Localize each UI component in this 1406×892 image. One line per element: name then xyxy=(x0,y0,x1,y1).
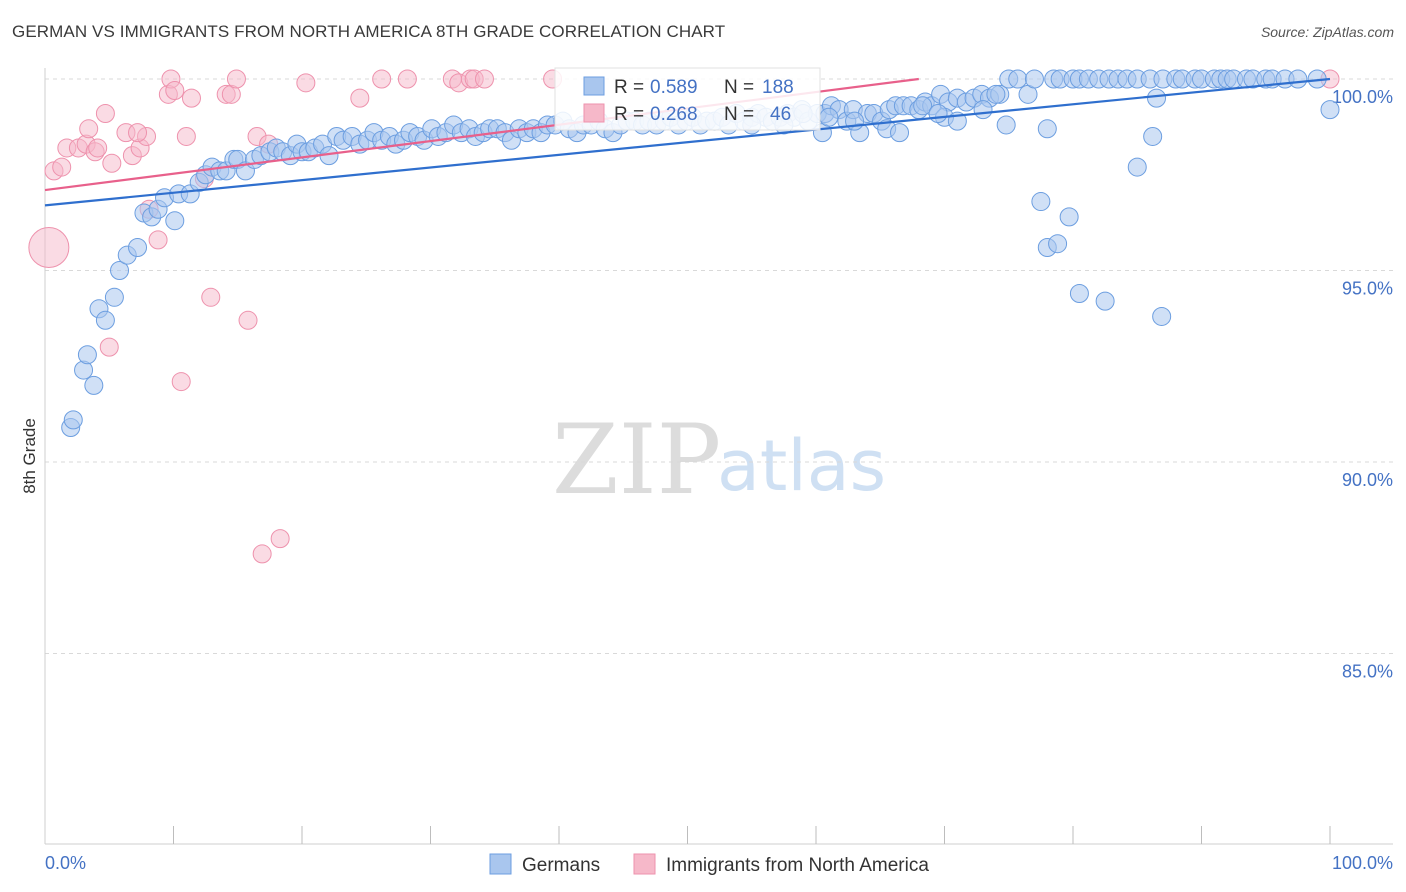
germans-point xyxy=(165,211,185,231)
gridlines xyxy=(45,78,1393,654)
y-axis-label: 8th Grade xyxy=(20,418,39,494)
germans-point xyxy=(1031,192,1051,212)
immigrants-point xyxy=(148,230,168,250)
legend-r-label-germans: R = xyxy=(614,77,644,98)
y-tick-label: 85.0% xyxy=(1342,662,1393,682)
y-tick-label: 95.0% xyxy=(1342,279,1393,299)
legend-r-value-germans: 0.589 xyxy=(650,77,698,98)
germans-point xyxy=(95,310,115,330)
legend-r-label-immigrants: R = xyxy=(614,104,644,125)
germans-point xyxy=(1127,157,1147,177)
bottom-legend-label-germans: Germans xyxy=(522,855,600,876)
germans-point xyxy=(819,107,839,127)
y-tick-labels: 85.0% 90.0% 95.0% 100.0% xyxy=(1332,87,1393,682)
germans-point xyxy=(986,84,1006,104)
legend-n-label-immigrants: N = xyxy=(724,104,754,125)
immigrants-point xyxy=(102,153,122,173)
legend-n-label-germans: N = xyxy=(724,77,754,98)
germans-point xyxy=(1059,207,1079,227)
x-tick-label-max: 100.0% xyxy=(1332,853,1393,873)
germans-point xyxy=(913,96,933,116)
series-immigrants-points xyxy=(28,69,1340,564)
immigrants-point xyxy=(176,126,196,146)
immigrants-point xyxy=(270,529,290,549)
immigrants-point xyxy=(226,69,246,89)
germans-trendline xyxy=(44,77,1331,207)
watermark-zip: ZIP xyxy=(552,404,721,516)
y-tick-label: 100.0% xyxy=(1332,87,1393,107)
germans-point xyxy=(128,238,148,258)
stats-legend: R = 0.589 N = 188 R = 0.268 N = 46 xyxy=(554,67,821,131)
legend-r-value-immigrants: 0.268 xyxy=(650,104,698,125)
immigrants-point xyxy=(128,123,148,143)
legend-swatch-germans xyxy=(583,76,605,96)
immigrants-point xyxy=(296,73,316,93)
germans-point xyxy=(1095,291,1115,311)
chart-title: GERMAN VS IMMIGRANTS FROM NORTH AMERICA … xyxy=(12,22,726,41)
x-tick-label-min: 0.0% xyxy=(45,853,86,873)
germans-point xyxy=(1288,69,1308,89)
bottom-legend-swatch-germans xyxy=(489,853,512,875)
germans-point xyxy=(84,375,104,395)
germans-point xyxy=(110,261,130,280)
germans-point xyxy=(1008,69,1028,89)
immigrants-point xyxy=(95,103,115,123)
immigrants-point xyxy=(181,88,201,108)
immigrants-point xyxy=(201,287,221,307)
immigrants-point xyxy=(350,88,370,108)
x-axis xyxy=(44,826,1393,845)
germans-point xyxy=(1152,306,1172,326)
immigrants-point xyxy=(474,69,494,89)
immigrants-point xyxy=(79,119,99,139)
legend-n-value-immigrants: 46 xyxy=(770,104,791,125)
germans-point xyxy=(996,115,1016,135)
series-legend: Germans Immigrants from North America xyxy=(489,853,929,876)
germans-point xyxy=(928,103,948,123)
bottom-legend-label-immigrants: Immigrants from North America xyxy=(666,855,929,876)
immigrants-point xyxy=(238,310,258,330)
immigrants-point xyxy=(28,227,70,269)
germans-point xyxy=(1037,119,1057,139)
germans-point xyxy=(890,123,910,143)
immigrants-point xyxy=(99,337,119,357)
germans-point xyxy=(1143,126,1163,146)
immigrants-point xyxy=(165,80,185,100)
legend-swatch-immigrants xyxy=(583,103,605,123)
germans-point xyxy=(1069,283,1089,303)
bottom-legend-swatch-immigrants xyxy=(633,853,656,875)
y-tick-label: 90.0% xyxy=(1342,470,1393,490)
germans-point xyxy=(1048,234,1068,254)
immigrants-point xyxy=(171,372,191,392)
watermark: ZIP atlas xyxy=(552,404,886,516)
legend-n-value-germans: 188 xyxy=(762,77,794,98)
immigrants-point xyxy=(372,69,392,89)
germans-point xyxy=(973,100,993,120)
germans-point xyxy=(63,410,83,430)
germans-point xyxy=(1320,100,1340,120)
germans-point xyxy=(104,287,124,307)
immigrants-point xyxy=(252,544,272,564)
immigrants-point xyxy=(52,157,72,177)
germans-point xyxy=(1024,69,1044,89)
immigrants-point xyxy=(88,138,108,158)
watermark-atlas: atlas xyxy=(717,425,886,507)
germans-point xyxy=(77,345,97,365)
source-label: Source: ZipAtlas.com xyxy=(1260,24,1394,40)
germans-point xyxy=(1147,88,1167,108)
immigrants-point xyxy=(397,69,417,89)
